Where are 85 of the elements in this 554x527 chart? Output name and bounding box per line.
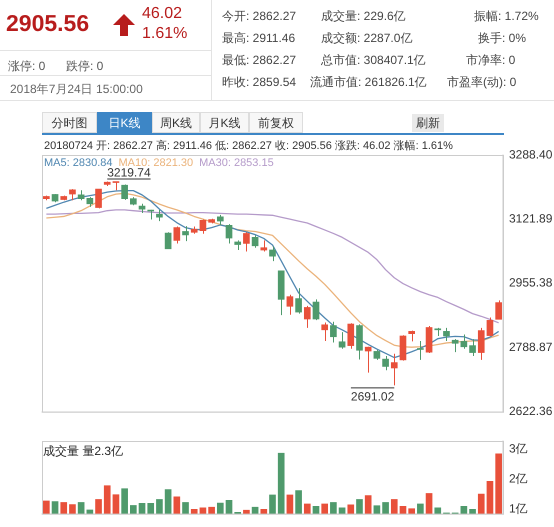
candlestick: [190, 226, 198, 234]
candlestick: [330, 321, 337, 344]
candlestick: [234, 240, 242, 251]
candlestick: [252, 234, 258, 248]
text: 成交额: 2287.0亿: [321, 30, 412, 47]
candlestick: [78, 190, 84, 201]
candlestick: [173, 226, 180, 244]
candlestick: [417, 340, 424, 360]
text: MA30: 2853.15: [199, 157, 274, 169]
candlestick: [95, 188, 102, 209]
y-tick-label: 2955.38: [509, 276, 553, 290]
candlestick: [321, 322, 328, 342]
text: 2905.56: [6, 10, 90, 37]
candlestick: [304, 305, 311, 328]
candlestick: [286, 294, 294, 316]
text: 总市值: 308407.1亿: [321, 52, 426, 69]
annotation: 2691.02: [350, 389, 395, 404]
candlestick: [486, 316, 494, 336]
candlestick: [208, 218, 215, 224]
candlestick: [130, 196, 137, 206]
candlestick: [356, 324, 363, 360]
text: 1.61%: [142, 25, 188, 43]
candlestick: [347, 322, 354, 350]
y-tick-label: 3121.89: [509, 212, 553, 226]
candlestick: [200, 219, 206, 234]
candlestick: [295, 288, 302, 314]
candlestick: [390, 353, 398, 386]
candlestick: [382, 356, 389, 371]
candlestick: [426, 325, 432, 354]
candlestick: [156, 209, 163, 222]
text: 振幅: 1.72%: [474, 8, 539, 25]
candlestick: [312, 298, 320, 321]
text: 市净率: 0: [466, 52, 516, 69]
candlestick: [260, 240, 268, 252]
text: 成交量: 229.6亿: [321, 8, 406, 25]
candlestick: [478, 327, 485, 360]
candlestick: [408, 330, 415, 342]
text: 周K线: [152, 112, 200, 133]
candlestick: [452, 338, 458, 353]
candlestick: [86, 196, 94, 208]
text: 20180724 开: 2862.27 高: 2911.46 低: 2862.27 收: 2905.56 涨跌: 46.02 涨幅: 1.61%: [44, 138, 453, 153]
text: 市盈率(动): 0: [447, 74, 516, 91]
text: 跌停: 0: [66, 58, 104, 75]
text: 刷新: [412, 114, 444, 132]
candlestick: [138, 203, 146, 214]
text: 日K线: [97, 112, 152, 133]
candlestick: [226, 224, 232, 244]
candlestick: [69, 188, 76, 201]
y-tick-label: 2622.36: [509, 404, 553, 418]
candlestick: [460, 334, 468, 350]
text: 昨收: 2859.54: [222, 74, 296, 91]
chart-title: 成交量 量2.3亿: [43, 444, 124, 458]
text: 46.02: [142, 5, 182, 23]
text: 涨停: 0: [8, 58, 46, 75]
text: 流通市值: 261826.1亿: [310, 74, 427, 91]
text: 月K线: [200, 112, 249, 133]
y-tick-label: 3288.40: [509, 147, 553, 162]
candlestick: [216, 214, 224, 226]
candlestick: [364, 346, 372, 374]
candlestick: [243, 232, 250, 252]
y-tick-label: 3亿: [509, 442, 528, 456]
y-tick-label: 1亿: [509, 501, 528, 516]
candlestick: [60, 195, 68, 201]
candlestick: [182, 226, 189, 242]
candlestick: [443, 327, 450, 342]
text: 分时图: [42, 112, 97, 133]
candlestick: [400, 334, 406, 362]
text: 最低: 2862.27: [222, 52, 296, 69]
candlestick: [469, 338, 476, 357]
candlestick: [43, 195, 50, 201]
text: 今开: 2862.27: [222, 8, 296, 25]
candlestick: [269, 246, 276, 262]
candlestick: [374, 349, 380, 360]
text: 前复权: [249, 112, 303, 133]
y-tick-label: 2亿: [509, 472, 528, 486]
text: 换手: 0%: [478, 30, 526, 47]
candlestick: [52, 194, 58, 203]
candlestick: [121, 184, 128, 200]
text: 2018年7月24日 15:00:00: [10, 81, 143, 98]
candlestick: [112, 181, 120, 191]
candlestick: [338, 332, 346, 350]
text: 最高: 2911.46: [222, 30, 296, 47]
y-tick-label: 2788.87: [509, 340, 553, 354]
candlestick: [147, 210, 154, 220]
candlestick: [278, 270, 285, 316]
